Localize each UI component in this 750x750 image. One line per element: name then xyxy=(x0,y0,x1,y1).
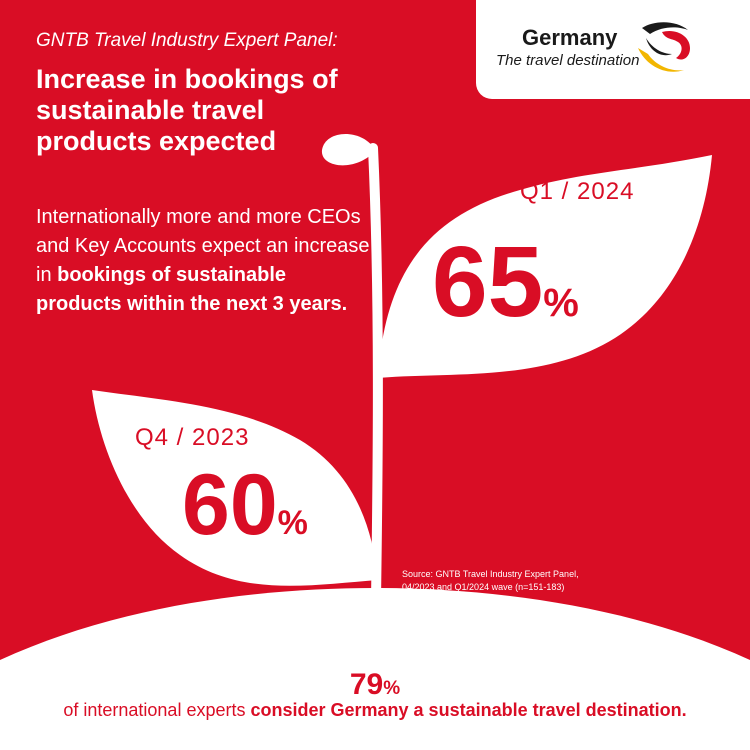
body-text-bold: bookings of sustainable products within … xyxy=(36,264,348,315)
footer-statement: of international experts consider German… xyxy=(0,700,750,721)
panel-kicker: GNTB Travel Industry Expert Panel: xyxy=(36,30,338,51)
page-title: Increase in bookings of sustainable trav… xyxy=(36,64,338,156)
footer-stat-unit: % xyxy=(383,678,401,699)
leaf-label-q1-2024: Q1 / 2024 xyxy=(520,178,635,205)
ground-shape xyxy=(0,588,750,750)
source-line-2: 04/2023 and Q1/2024 wave (n=151-183) xyxy=(402,582,565,592)
logo-title: Germany xyxy=(522,25,618,50)
value-q4-2023-number: 60 xyxy=(182,457,278,553)
source-note: Source: GNTB Travel Industry Expert Pane… xyxy=(402,568,602,594)
footer-text-regular: of international experts xyxy=(63,700,251,720)
footer-stat-number: 79 xyxy=(349,668,384,701)
value-q1-2024-number: 65 xyxy=(432,226,544,338)
large-leaf-left xyxy=(92,390,378,586)
body-paragraph: Internationally more and more CEOs and K… xyxy=(36,203,376,319)
footer-text-bold: consider Germany a sustainable travel de… xyxy=(250,700,687,720)
footer-stat: 79% xyxy=(0,668,750,702)
leaf-label-q4-2023: Q4 / 2023 xyxy=(135,424,250,451)
source-line-1: Source: GNTB Travel Industry Expert Pane… xyxy=(402,569,579,579)
body-text-regular: Internationally more and more CEOs and K… xyxy=(36,206,370,286)
logo-subtitle: The travel destination xyxy=(496,52,640,69)
value-q4-2023: 60% xyxy=(182,462,308,548)
value-q1-2024-unit: % xyxy=(543,281,579,325)
value-q4-2023-unit: % xyxy=(277,504,308,542)
plant-stem xyxy=(368,143,383,605)
germany-eagle-swoosh-icon xyxy=(638,22,690,72)
large-leaf-right xyxy=(378,155,712,378)
value-q1-2024: 65% xyxy=(432,232,579,332)
logo-container xyxy=(476,0,750,99)
small-leaf xyxy=(321,133,374,166)
